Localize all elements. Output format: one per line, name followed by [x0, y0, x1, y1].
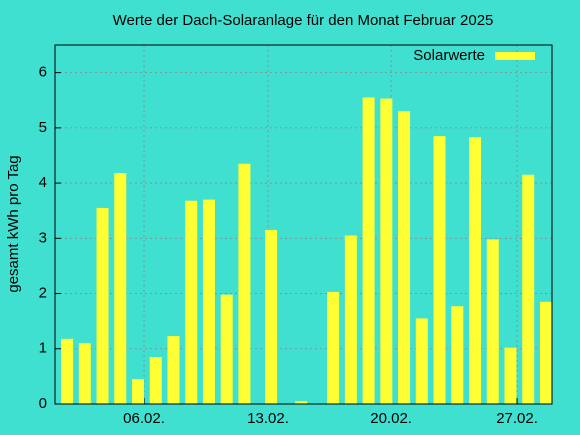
- x-tick-label: 13.02.: [247, 410, 289, 427]
- y-tick-label: 3: [39, 229, 47, 246]
- bar: [202, 199, 215, 404]
- y-tick-label: 5: [39, 119, 47, 136]
- x-tick-label: 20.02.: [370, 410, 412, 427]
- bar: [433, 136, 446, 404]
- bar: [238, 163, 251, 404]
- x-tick-label: 27.02.: [496, 410, 538, 427]
- bar: [220, 294, 233, 404]
- bar: [132, 379, 145, 404]
- bar: [504, 347, 517, 404]
- bar: [185, 200, 198, 404]
- y-tick-label: 4: [39, 174, 47, 191]
- bar: [398, 111, 411, 405]
- bar: [167, 336, 180, 404]
- bar: [522, 174, 535, 404]
- y-axis-label: gesamt kWh pro Tag: [5, 155, 22, 292]
- bar: [96, 207, 109, 404]
- bar: [469, 137, 482, 404]
- bar: [539, 301, 552, 404]
- bar: [486, 239, 499, 404]
- chart-title: Werte der Dach-Solaranlage für den Monat…: [113, 12, 494, 29]
- bar: [327, 291, 340, 404]
- bar: [265, 230, 278, 404]
- legend-swatch: [495, 52, 535, 60]
- y-tick-label: 6: [39, 64, 47, 81]
- y-tick-label: 0: [39, 395, 47, 412]
- legend-label: Solarwerte: [413, 47, 485, 64]
- x-tick-label: 06.02.: [123, 410, 165, 427]
- bar: [114, 173, 127, 404]
- bar: [415, 318, 428, 404]
- y-tick-label: 2: [39, 285, 47, 302]
- y-tick-label: 1: [39, 340, 47, 357]
- plot-frame: [54, 44, 553, 405]
- bar: [362, 97, 375, 404]
- bar: [61, 338, 74, 404]
- bar: [344, 235, 357, 404]
- bar: [149, 357, 162, 404]
- bar: [78, 343, 91, 404]
- bar: [380, 98, 393, 404]
- bar: [295, 401, 308, 404]
- bar: [451, 306, 464, 404]
